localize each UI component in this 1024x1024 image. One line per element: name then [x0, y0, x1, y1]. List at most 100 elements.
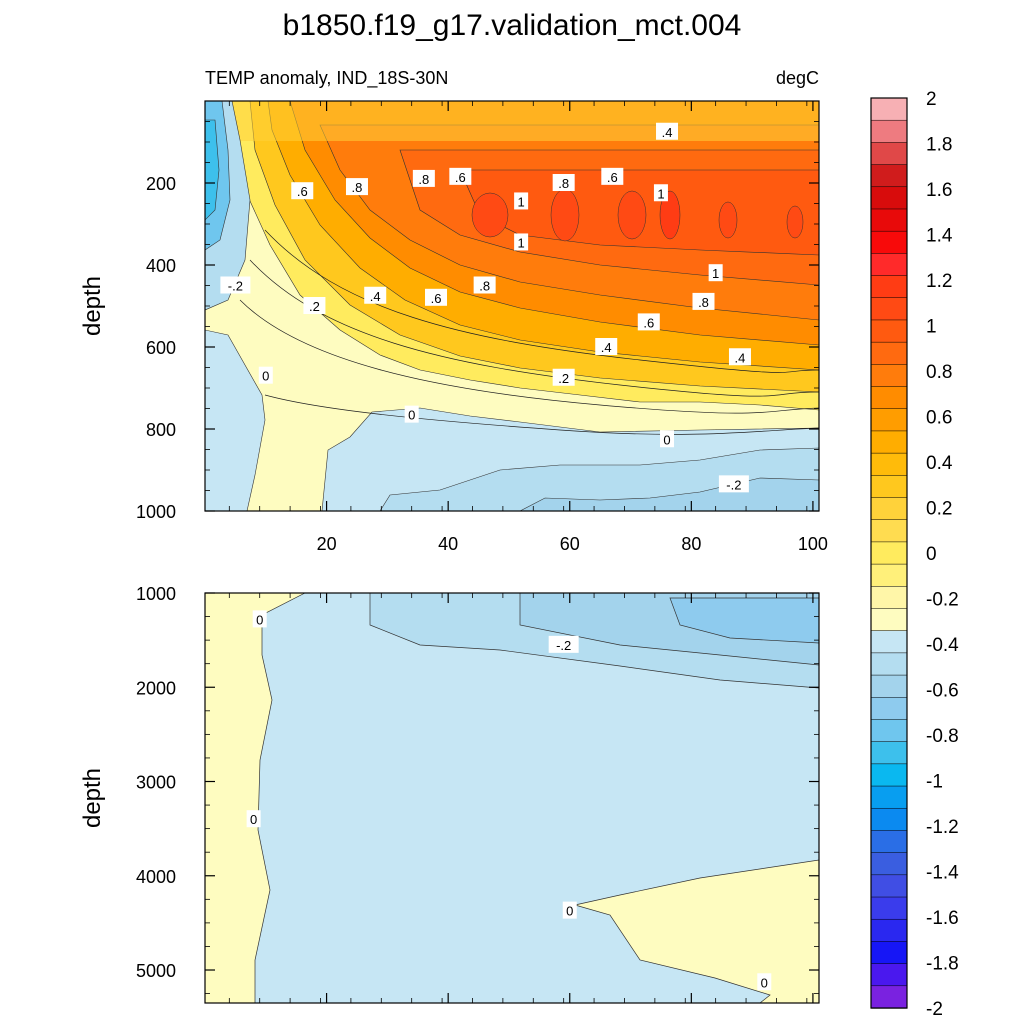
colorbar-swatch — [870, 741, 908, 765]
colorbar-tick-label: -1.6 — [926, 908, 959, 929]
colorbar-tick-label: -1.8 — [926, 954, 959, 975]
contour-label: .6 — [601, 167, 624, 185]
y-tick-label: 1000 — [136, 584, 176, 604]
colorbar-tick-label: -1.2 — [926, 817, 959, 838]
contour-label: 0 — [562, 901, 577, 919]
y-tick-label: 5000 — [136, 961, 176, 981]
colorbar-swatch — [870, 541, 908, 565]
svg-text:1: 1 — [518, 235, 525, 250]
contour-label: .8 — [345, 178, 368, 196]
colorbar-tick-label: 0.6 — [926, 408, 952, 429]
contour-label: .2 — [303, 297, 326, 314]
colorbar-swatch — [870, 230, 908, 255]
contour-label: .6 — [449, 167, 472, 185]
svg-text:.8: .8 — [352, 180, 363, 195]
y-tick-label: 4000 — [136, 867, 176, 887]
contour-label: 0 — [660, 430, 675, 448]
svg-text:1: 1 — [712, 266, 719, 281]
colorbar-tick-label: -0.8 — [926, 726, 959, 747]
colorbar-swatch — [870, 652, 908, 676]
contour-label: .8 — [473, 276, 496, 294]
colorbar-swatch — [870, 452, 908, 476]
colorbar-swatch — [870, 142, 908, 166]
colorbar-swatch — [870, 208, 908, 232]
colorbar-swatch — [870, 386, 908, 410]
colorbar-swatch — [870, 430, 908, 454]
contour-label: 1 — [514, 192, 529, 210]
colorbar-swatch — [870, 941, 908, 965]
upper-left-string: TEMP anomaly, IND_18S-30N — [205, 68, 448, 89]
colorbar-swatch — [870, 830, 908, 854]
svg-text:0: 0 — [408, 408, 415, 423]
upper-contour-field — [205, 101, 819, 511]
colorbar-swatch — [870, 119, 908, 144]
colorbar-swatch — [870, 763, 908, 787]
y-tick-label: 1000 — [136, 502, 176, 522]
svg-text:0: 0 — [761, 975, 768, 990]
contour-label: .4 — [595, 338, 618, 355]
contour-label: .4 — [728, 348, 751, 366]
colorbar-swatch — [870, 608, 908, 632]
contour-label: .4 — [656, 122, 679, 140]
contour-label: 1 — [514, 233, 529, 251]
colorbar-tick-label: -1 — [926, 772, 943, 793]
y-tick-label: 600 — [146, 338, 176, 358]
colorbar-swatch — [870, 164, 908, 188]
colorbar-swatch — [870, 563, 908, 587]
contour-label: .8 — [552, 174, 575, 191]
figure-title: b1850.f19_g17.validation_mct.004 — [283, 9, 742, 42]
svg-text:-.2: -.2 — [556, 638, 571, 653]
contour-label: 1 — [653, 184, 668, 202]
colorbar-swatch — [870, 319, 908, 343]
svg-text:-.2: -.2 — [726, 477, 741, 492]
svg-text:.6: .6 — [607, 170, 618, 185]
y-tick-label: 3000 — [136, 773, 176, 793]
colorbar-tick-label: -0.4 — [926, 635, 959, 656]
svg-text:1: 1 — [657, 186, 664, 201]
colorbar-tick-label: 1.2 — [926, 271, 952, 292]
svg-text:.8: .8 — [418, 172, 429, 187]
colorbar-swatch — [870, 630, 908, 654]
colorbar-tick-label: -1.4 — [926, 863, 959, 884]
svg-text:.4: .4 — [662, 125, 673, 140]
y-tick-label: 800 — [146, 420, 176, 440]
svg-text:0: 0 — [256, 612, 263, 627]
y-tick-label: 200 — [146, 174, 176, 194]
colorbar-swatch — [870, 253, 908, 277]
x-tick-label: 80 — [681, 534, 701, 554]
colorbar-swatch — [870, 874, 908, 898]
colorbar-swatch — [870, 807, 908, 832]
contour-label: .6 — [291, 182, 314, 200]
colorbar-tick-label: 1.8 — [926, 135, 952, 156]
colorbar-tick-label: 0 — [926, 544, 937, 565]
y-tick-label: 2000 — [136, 678, 176, 698]
colorbar-swatch — [870, 586, 908, 610]
colorbar-swatch — [870, 852, 908, 876]
colorbar: 2 1.8 1.6 1.4 1.2 1 0.8 0.6 0.4 0.2 0 -0.2 -0.4 -0.6 -… — [870, 89, 959, 1020]
colorbar-swatch — [870, 963, 908, 987]
colorbar-tick-label: 1.6 — [926, 180, 952, 201]
x-tick-label: 40 — [438, 534, 458, 554]
lower-contour-field — [205, 593, 819, 1003]
colorbar-swatch — [870, 275, 908, 299]
svg-text:.2: .2 — [309, 299, 320, 314]
colorbar-tick-label: 0.2 — [926, 499, 952, 520]
colorbar-swatch — [870, 341, 908, 365]
contour-label: .6 — [637, 313, 660, 331]
svg-text:1: 1 — [518, 194, 525, 209]
colorbar-swatch — [870, 186, 908, 210]
colorbar-tick-label: 1 — [926, 317, 937, 338]
contour-label: 0 — [252, 610, 267, 628]
svg-text:.8: .8 — [698, 295, 709, 310]
contour-label: .6 — [425, 288, 448, 306]
lower-ylabel: depth — [79, 768, 106, 828]
svg-text:-.2: -.2 — [228, 279, 243, 294]
svg-text:.4: .4 — [370, 289, 381, 304]
colorbar-tick-label: -0.2 — [926, 590, 959, 611]
colorbar-tick-label: -2 — [926, 999, 943, 1020]
colorbar-swatch — [870, 985, 908, 1009]
svg-text:.6: .6 — [643, 315, 654, 330]
svg-text:0: 0 — [262, 369, 269, 384]
x-tick-label: 100 — [798, 534, 828, 554]
